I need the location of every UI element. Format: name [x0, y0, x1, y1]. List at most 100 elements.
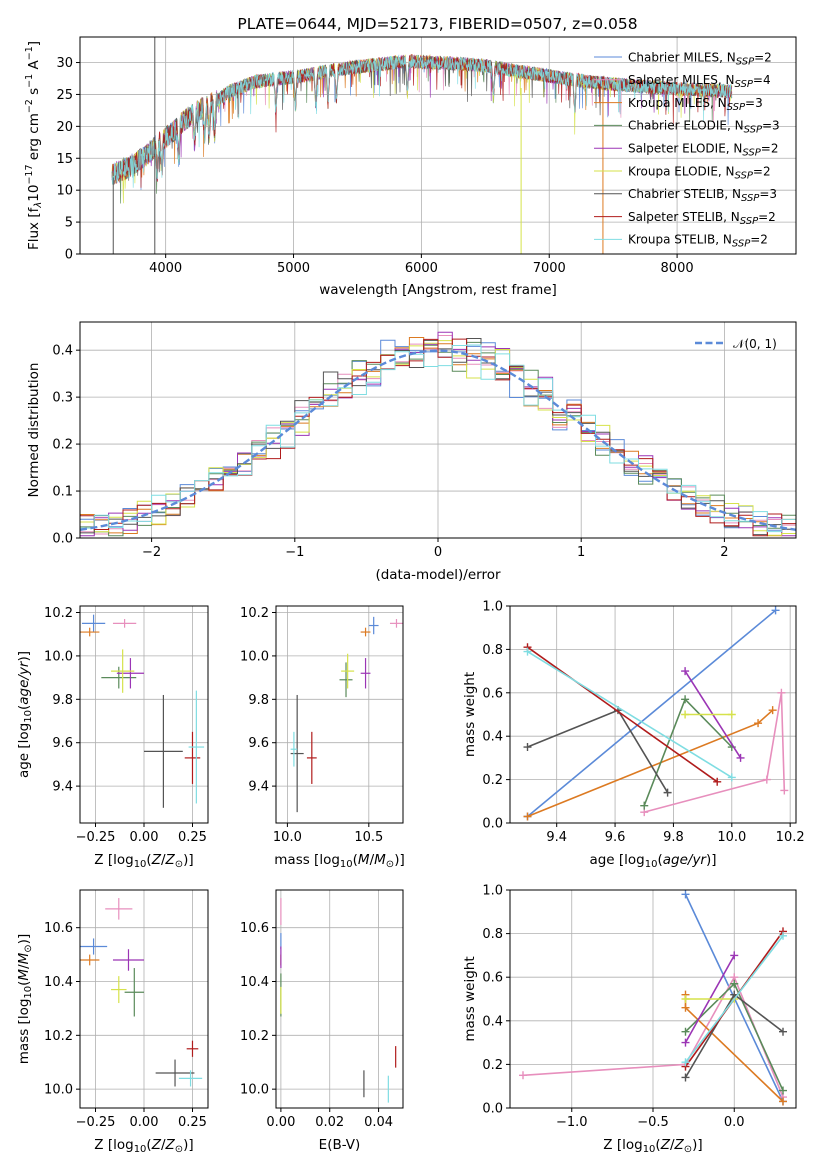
x-tick-label: 4000	[149, 261, 182, 276]
x-tick-label: 10.2	[776, 830, 805, 845]
weight-series-kroupa-miles	[523, 706, 777, 821]
figure-title: PLATE=0644, MJD=52173, FIBERID=0507, z=0…	[237, 15, 637, 33]
weight-vs-age-x-axis-label: age [log10(age/yr)]	[589, 852, 716, 870]
weight-marker	[727, 773, 736, 782]
y-tick-label: 0.0	[482, 1102, 503, 1117]
y-tick-label: 1.0	[482, 600, 503, 615]
age-vs-z-panel: −0.25 0.00 0.25 9.4 9.6 9.8 10.0 10.2 Z [log10(Z…	[16, 605, 209, 870]
mass-vs-z-x-axis-label: Z [log10(Z/Z⊙)]	[94, 1137, 193, 1155]
x-tick-label: 10.0	[273, 830, 302, 845]
errorbar-point-kroupa-stelib	[188, 690, 205, 804]
errorbar-point-chabrier-elodie	[339, 662, 353, 698]
weight-series-kroupa-elodie	[681, 710, 736, 719]
errorbar-point-chabrier-stelib	[290, 694, 304, 813]
weight-marker	[681, 695, 690, 704]
errorbar-point-salpeter-stelib	[306, 731, 317, 784]
errorbar-point-salpeter-miles	[105, 898, 133, 920]
y-tick-label: 9.6	[248, 736, 269, 751]
errorbar-point-salpeter-stelib	[186, 1040, 199, 1057]
x-tick-label: 9.8	[663, 830, 684, 845]
x-tick-label: 8000	[661, 261, 694, 276]
y-tick-label: 25	[56, 88, 73, 103]
x-tick-label: 0.0	[724, 1115, 745, 1130]
y-tick-label: 10.2	[44, 606, 73, 621]
weight-marker	[519, 1071, 527, 1080]
axes-frame	[79, 321, 797, 539]
weight-series-salpeter-miles	[640, 688, 789, 817]
x-tick-label: 0.00	[130, 830, 159, 845]
weight-marker	[768, 706, 777, 715]
errorbar-point-kroupa-stelib	[178, 1070, 203, 1087]
legend-entry-normal: 𝒩(0, 1)	[733, 337, 777, 351]
histogram-steps	[80, 331, 796, 537]
x-tick-label: 0.25	[178, 1115, 207, 1130]
weight-marker	[681, 995, 690, 1003]
y-tick-label: 10.0	[240, 649, 269, 664]
x-tick-label: −2	[142, 545, 161, 560]
errorbar-point-kroupa-stelib	[290, 731, 298, 767]
axes-frame	[509, 889, 797, 1109]
y-tick-label: 0.2	[482, 773, 503, 788]
y-tick-label: 30	[56, 56, 73, 71]
weight-vs-z-y-axis-label: mass weight	[462, 956, 478, 1041]
x-tick-label: 10.0	[717, 830, 746, 845]
x-tick-label: −1	[285, 545, 304, 560]
y-tick-label: 20	[56, 120, 73, 135]
weight-vs-age-series	[523, 606, 789, 821]
weight-marker	[681, 1073, 690, 1082]
weight-marker	[727, 710, 736, 719]
age-vs-z-x-axis-label: Z [log10(Z/Z⊙)]	[94, 852, 193, 870]
errorbar-point-chabrier-elodie	[124, 968, 144, 1017]
x-tick-label: −0.25	[76, 830, 116, 845]
spectrum-x-axis-label: wavelength [Angstrom, rest frame]	[319, 282, 557, 298]
x-tick-label: 0	[434, 545, 442, 560]
weight-marker	[771, 606, 780, 615]
weight-marker	[779, 1097, 787, 1106]
legend-entry-chabrier-elodie: Chabrier ELODIE, NSSP=3	[628, 119, 780, 136]
weight-marker	[681, 890, 690, 899]
weight-line	[643, 692, 786, 813]
y-tick-label: 0.2	[482, 1058, 503, 1073]
mass-vs-ebv-x-axis-label: E(B-V)	[319, 1137, 361, 1153]
spectrum-lines	[111, 37, 733, 254]
y-tick-label: 10.4	[44, 975, 73, 990]
weight-vs-age-y-axis-label: mass weight	[462, 672, 478, 757]
y-tick-label: 10.6	[240, 921, 269, 936]
x-tick-label: 0.04	[364, 1115, 393, 1130]
y-tick-label: 10.0	[240, 1083, 269, 1098]
x-tick-label: 1	[577, 545, 585, 560]
legend-entry-kroupa-stelib: Kroupa STELIB, NSSP=2	[628, 233, 768, 250]
mass-vs-z-points	[80, 898, 203, 1087]
legend-entry-salpeter-elodie: Salpeter ELODIE, NSSP=2	[628, 142, 778, 159]
spectrum-panel: 4000 5000 6000 7000 8000 0 5 10 15 20 25 30 waveleng…	[24, 36, 797, 298]
weight-line	[526, 609, 777, 818]
weight-marker	[736, 753, 745, 762]
weight-vs-z-panel: −1.0 −0.5 0.0 0.0 0.2 0.4 0.6 0.8 1.0 Z [log10(Z/…	[462, 884, 797, 1155]
errorbar-point-chabrier-miles	[80, 938, 108, 955]
y-tick-label: 0.1	[52, 485, 73, 500]
y-tick-label: 10.2	[44, 1029, 73, 1044]
y-tick-label: 10.0	[44, 649, 73, 664]
weight-series-kroupa-stelib	[523, 647, 736, 782]
spectrum-y-axis-label: Flux [fλ10−17 erg cm−2 s−1 A−1]	[24, 41, 44, 250]
y-tick-label: 0.0	[482, 817, 503, 832]
errorbar-point-kroupa-miles	[80, 954, 100, 966]
errorbar-point-chabrier-stelib	[155, 1059, 195, 1087]
weight-marker	[523, 812, 532, 821]
errorbar-point-kroupa-miles	[360, 627, 371, 637]
y-tick-label: 9.4	[248, 780, 269, 795]
errorbar-point-chabrier-miles	[368, 616, 379, 635]
age-vs-mass-points	[290, 616, 403, 813]
x-tick-label: 2	[720, 545, 728, 560]
spectrum-line-kroupa-stelib	[111, 54, 733, 188]
y-tick-label: 10.6	[44, 921, 73, 936]
axes-frame	[275, 605, 404, 824]
weight-marker	[663, 788, 672, 797]
y-tick-label: 0.8	[482, 927, 503, 942]
y-tick-label: 9.8	[52, 693, 73, 708]
y-tick-label: 9.6	[52, 736, 73, 751]
errorbar-point-kroupa-miles	[80, 627, 100, 637]
mass-vs-z-y-axis-label: mass [log10(M/M⊙)]	[16, 934, 34, 1064]
y-tick-label: 0.4	[482, 730, 503, 745]
